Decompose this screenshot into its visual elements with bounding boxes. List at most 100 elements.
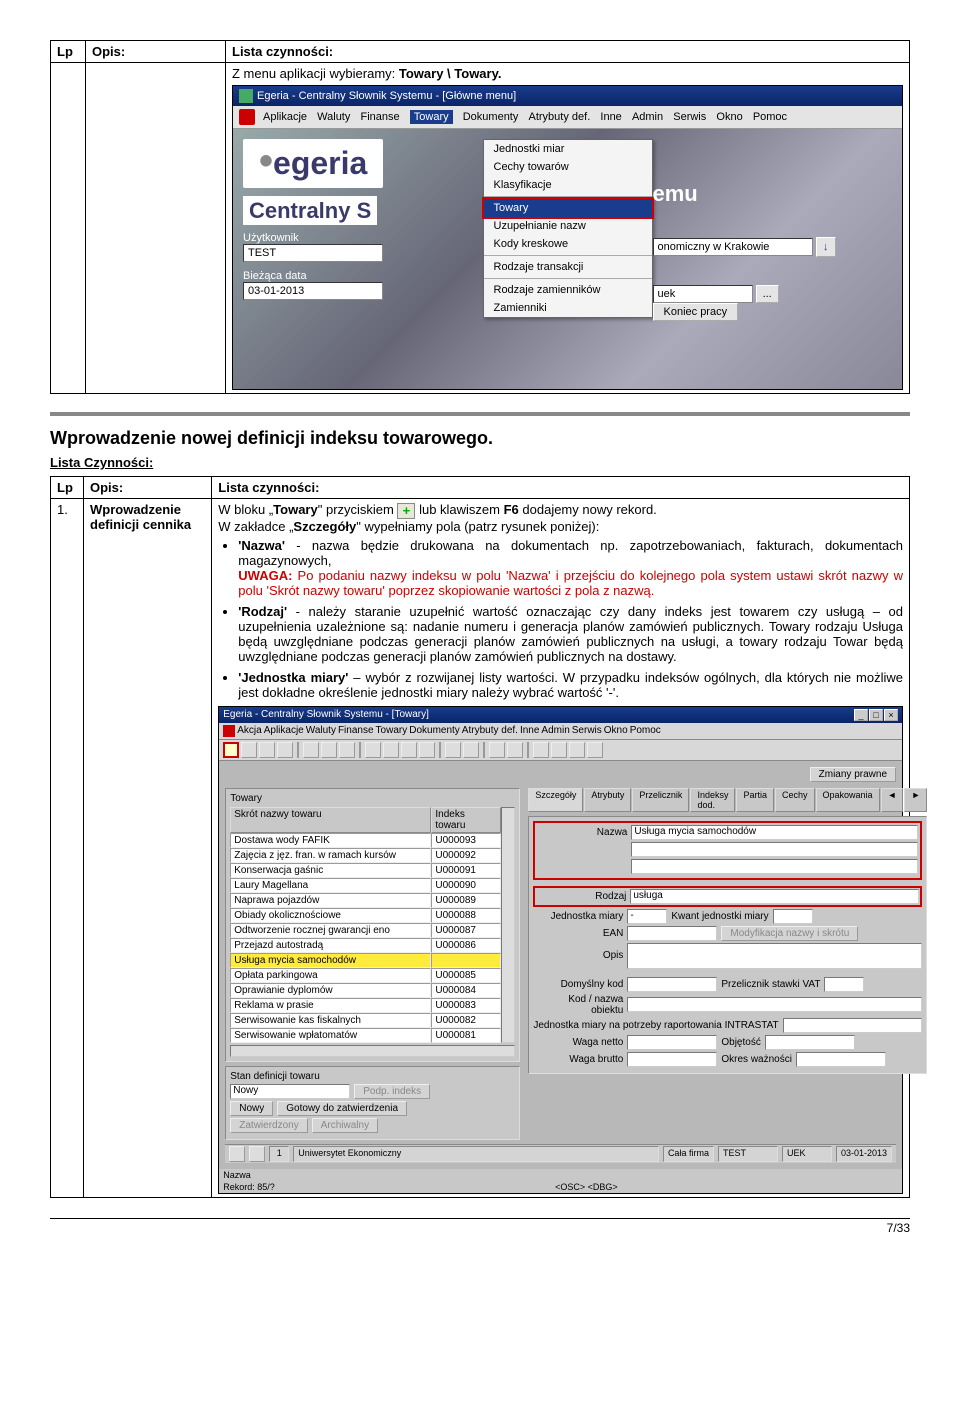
tab-indeksy[interactable]: Indeksy dod. [690,788,735,812]
tb-icon-18[interactable] [569,742,585,758]
tab-przelicznik[interactable]: Przelicznik [632,788,689,812]
tb-icon-2[interactable] [241,742,257,758]
list-row[interactable]: Oprawianie dyplomówU000084 [230,983,501,998]
zatwierdzony-button[interactable]: Zatwierdzony [230,1118,307,1133]
podp-indeks-button[interactable]: Podp. indeks [354,1084,430,1099]
okres-field[interactable] [796,1052,886,1067]
menu-finanse[interactable]: Finanse [361,111,400,123]
s2-m10[interactable]: Okno [604,725,628,736]
tab-nav-right-icon[interactable]: ► [904,788,927,812]
dd-cechy[interactable]: Cechy towarów [484,158,652,176]
scrollbar-h[interactable] [230,1045,515,1057]
list-row[interactable]: Odtworzenie rocznej gwarancji enoU000087 [230,923,501,938]
list-row[interactable]: Zajęcia z jęz. fran. w ramach kursówU000… [230,848,501,863]
tb-icon-19[interactable] [587,742,603,758]
menu-dokumenty[interactable]: Dokumenty [463,111,519,123]
s2-m3[interactable]: Finanse [338,725,374,736]
ean-field[interactable] [627,926,717,941]
list-row[interactable]: Serwisowanie wpłatomatówU000081 [230,1028,501,1043]
nazwa-field-3[interactable] [631,859,918,874]
menu-serwis[interactable]: Serwis [673,111,706,123]
s2-m5[interactable]: Dokumenty [409,725,460,736]
menu-aplikacje[interactable]: Aplikacje [263,111,307,123]
jm-field[interactable]: - [627,909,667,924]
rodzaj-field[interactable]: usługa [630,889,919,904]
s2-m6[interactable]: Atrybuty def. [462,725,518,736]
dd-rodzaje-zam[interactable]: Rodzaje zamienników [484,281,652,299]
list-row[interactable]: Dostawa wody FAFIKU000093 [230,833,501,848]
nowy-button[interactable]: Nowy [230,1101,273,1116]
kwant-field[interactable] [773,909,813,924]
user-field[interactable]: TEST [243,244,383,262]
s2-m1[interactable]: Aplikacje [264,725,304,736]
dd-towary-highlighted[interactable]: Towary [482,197,654,219]
tb-icon-4[interactable] [277,742,293,758]
archiwalny-button[interactable]: Archiwalny [312,1118,378,1133]
menu-admin[interactable]: Admin [632,111,663,123]
s2-m4[interactable]: Towary [376,725,408,736]
dd-klasyfikacje[interactable]: Klasyfikacje [484,176,652,194]
maximize-icon[interactable]: □ [869,709,883,721]
mod-nazwy-button[interactable]: Modyfikacja nazwy i skrótu [721,926,858,941]
minimize-icon[interactable]: _ [854,709,868,721]
list-row[interactable]: Opłata parkingowaU000085 [230,968,501,983]
tb-icon-9[interactable] [383,742,399,758]
sb-icon-1[interactable] [229,1146,245,1162]
tb-icon-3[interactable] [259,742,275,758]
wagan-field[interactable] [627,1035,717,1050]
stan-select[interactable]: Nowy [230,1084,350,1099]
nazwa-field[interactable]: Usługa mycia samochodów [631,825,918,840]
tab-szczegoly[interactable]: Szczegóły [528,788,583,812]
list-row[interactable]: Przejazd autostradąU000086 [230,938,501,953]
menu-towary[interactable]: Towary [410,110,453,124]
intrastat-field[interactable] [783,1018,923,1033]
download-icon[interactable]: ↓ [816,237,836,257]
menu-waluty[interactable]: Waluty [317,111,350,123]
nazwa-field-2[interactable] [631,842,918,857]
s2-m8[interactable]: Admin [541,725,569,736]
tab-opakowania[interactable]: Opakowania [816,788,880,812]
list-row[interactable]: Konserwacja gaśnicU000091 [230,863,501,878]
tab-nav-left-icon[interactable]: ◄ [881,788,904,812]
ellipsis-button[interactable]: ... [756,285,779,303]
zmiany-prawne-button[interactable]: Zmiany prawne [810,767,896,782]
tb-icon-14[interactable] [489,742,505,758]
s2-m7[interactable]: Inne [520,725,539,736]
col-skrot[interactable]: Skrót nazwy towaru [230,807,431,833]
list-row[interactable]: Obiady okolicznościoweU000088 [230,908,501,923]
domkod-field[interactable] [627,977,717,992]
vat-field[interactable] [824,977,864,992]
menu-atrybuty[interactable]: Atrybuty def. [529,111,591,123]
list-row[interactable]: Naprawa pojazdówU000089 [230,893,501,908]
dd-zamienniki[interactable]: Zamienniki [484,299,652,317]
tb-icon-8[interactable] [365,742,381,758]
s2-m9[interactable]: Serwis [572,725,602,736]
menu-okno[interactable]: Okno [716,111,742,123]
tb-icon-17[interactable] [551,742,567,758]
col-indeks[interactable]: Indeks towaru [431,807,501,833]
list-row[interactable]: Usługa mycia samochodów [230,953,501,968]
tab-cechy[interactable]: Cechy [775,788,815,812]
uek-field[interactable]: uek [653,285,753,303]
tb-icon-11[interactable] [419,742,435,758]
gotowy-button[interactable]: Gotowy do zatwierdzenia [277,1101,407,1116]
scrollbar-v[interactable] [501,807,515,1043]
tb-icon-6[interactable] [321,742,337,758]
kodobj-field[interactable] [627,997,922,1012]
tb-icon-15[interactable] [507,742,523,758]
close-icon[interactable]: × [884,709,898,721]
tb-icon-5[interactable] [303,742,319,758]
s2-m0[interactable]: Akcja [237,725,261,736]
wagab-field[interactable] [627,1052,717,1067]
obj-field[interactable] [765,1035,855,1050]
list-row[interactable]: Laury MagellanaU000090 [230,878,501,893]
dd-jednostki[interactable]: Jednostki miar [484,140,652,158]
list-row[interactable]: Serwisowanie kas fiskalnychU000082 [230,1013,501,1028]
dd-kody[interactable]: Kody kreskowe [484,235,652,253]
s2-m11[interactable]: Pomoc [630,725,661,736]
koniec-pracy-button[interactable]: Koniec pracy [653,303,739,321]
tb-icon-7[interactable] [339,742,355,758]
date-field[interactable]: 03-01-2013 [243,282,383,300]
opis-field[interactable] [627,943,922,969]
sb-icon-2[interactable] [249,1146,265,1162]
